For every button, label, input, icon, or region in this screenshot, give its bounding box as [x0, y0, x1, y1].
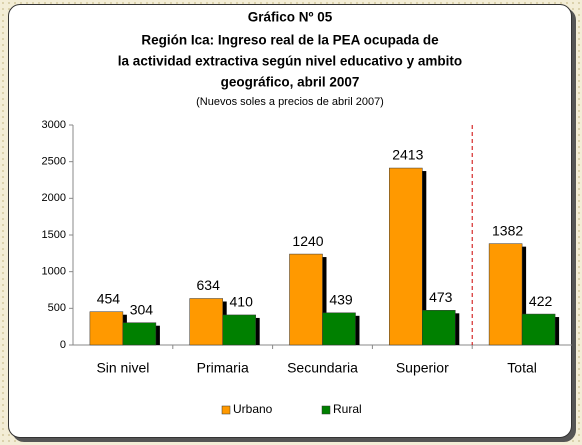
y-tick-label: 2500 — [42, 156, 66, 168]
y-tick-label: 1000 — [42, 266, 66, 278]
y-tick-label: 500 — [48, 302, 66, 314]
value-label: 2413 — [392, 147, 423, 163]
bar — [289, 253, 323, 346]
value-label: 454 — [97, 290, 121, 306]
y-tick-label: 1500 — [42, 229, 66, 241]
value-label: 410 — [230, 294, 254, 310]
bar — [488, 243, 523, 346]
value-label: 634 — [197, 277, 221, 293]
legend-swatch — [221, 405, 231, 415]
bar — [89, 311, 124, 346]
chart-title: Región Ica: Ingreso real de la PEA ocupa… — [141, 33, 439, 48]
value-label: 304 — [130, 301, 154, 317]
x-tick-label: Total — [507, 360, 537, 376]
y-tick-label: 0 — [60, 339, 66, 351]
value-label: 422 — [529, 293, 553, 309]
x-tick-label: Primaria — [197, 360, 249, 376]
chart-title: Gráfico Nº 05 — [248, 10, 333, 25]
x-tick-label: Sin nivel — [96, 360, 149, 376]
bar — [189, 298, 223, 346]
bar — [422, 310, 456, 346]
value-label: 1240 — [292, 233, 323, 249]
legend-label: Urbano — [233, 402, 273, 416]
y-tick-label: 2000 — [42, 192, 66, 204]
x-tick-label: Superior — [396, 360, 449, 376]
bar — [122, 322, 157, 346]
bar — [322, 312, 356, 346]
legend-label: Rural — [333, 402, 362, 416]
y-tick-label: 3000 — [42, 119, 66, 131]
chart-title: la actividad extractiva según nivel educ… — [118, 54, 462, 69]
value-label: 439 — [329, 292, 353, 308]
bar — [389, 167, 423, 346]
value-label: 473 — [429, 289, 453, 305]
chart-title: geográfico, abril 2007 — [221, 75, 360, 90]
chart-panel — [8, 4, 572, 438]
chart-subtitle: (Nuevos soles a precios de abril 2007) — [196, 96, 384, 108]
bar — [222, 314, 256, 346]
value-label: 1382 — [492, 222, 523, 238]
bar — [521, 313, 556, 346]
legend-swatch — [321, 405, 331, 415]
x-tick-label: Secundaria — [287, 360, 358, 376]
